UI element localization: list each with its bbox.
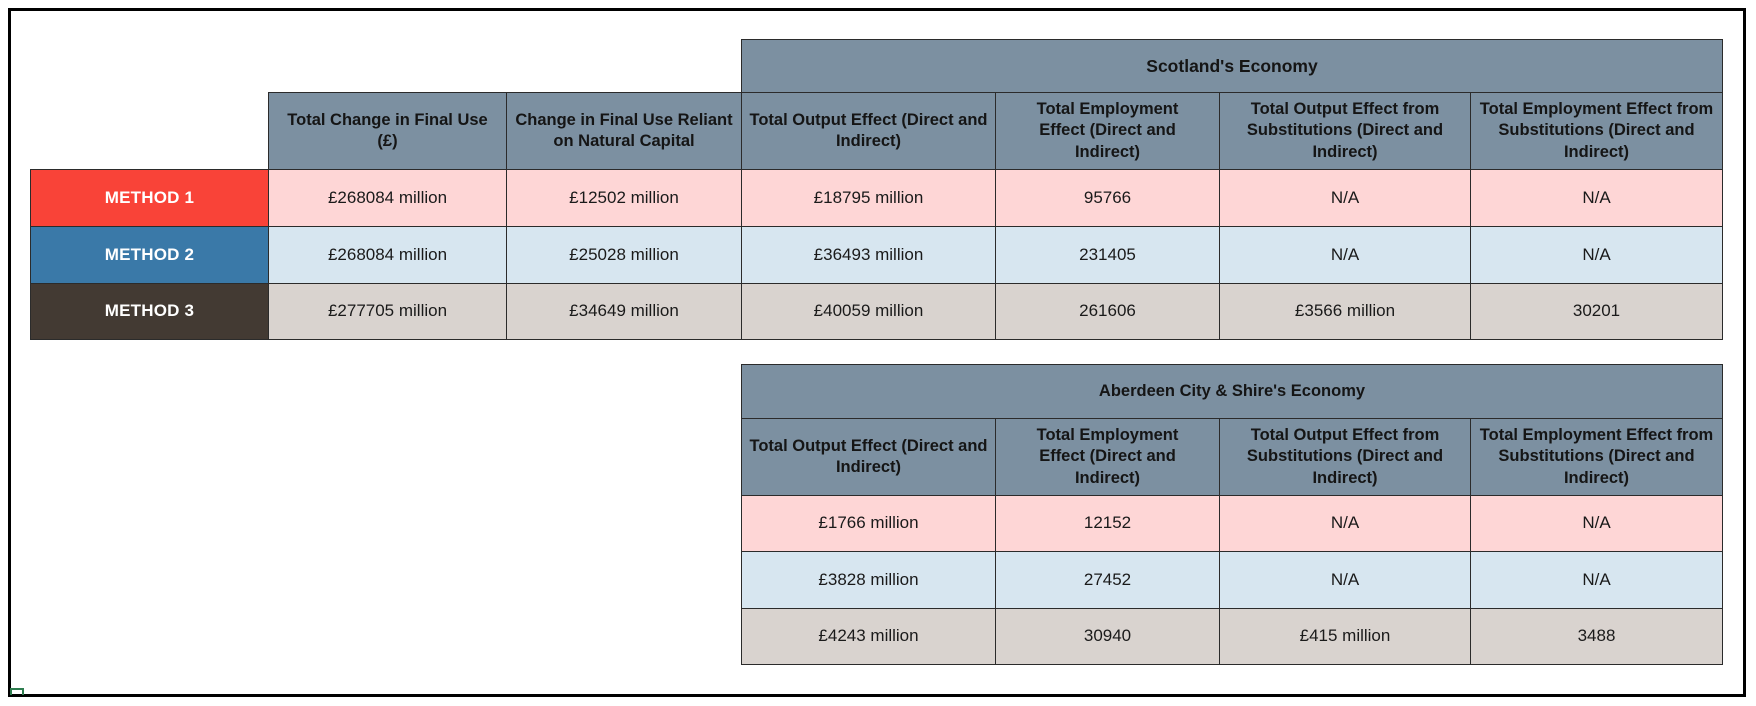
table-cell[interactable]: N/A xyxy=(1470,169,1723,227)
table-cell[interactable]: £36493 million xyxy=(741,226,996,284)
table-cell[interactable]: 30940 xyxy=(995,608,1220,665)
table-cell[interactable]: 27452 xyxy=(995,551,1220,609)
table-cell[interactable]: £18795 million xyxy=(741,169,996,227)
table-cell[interactable]: £277705 million xyxy=(268,283,507,340)
table-cell[interactable]: N/A xyxy=(1470,226,1723,284)
table-cell[interactable]: 30201 xyxy=(1470,283,1723,340)
table-cell[interactable]: £3566 million xyxy=(1219,283,1471,340)
table-cell[interactable]: N/A xyxy=(1470,551,1723,609)
table-cell[interactable]: N/A xyxy=(1219,226,1471,284)
aberdeen-header-output[interactable]: Total Output Effect (Direct and Indirect… xyxy=(741,418,996,496)
table-cell[interactable]: £40059 million xyxy=(741,283,996,340)
selection-handle-icon[interactable] xyxy=(10,688,24,695)
table-cell[interactable]: 12152 xyxy=(995,495,1220,552)
scotland-economy-title[interactable]: Scotland's Economy xyxy=(741,39,1723,93)
table-cell[interactable]: N/A xyxy=(1219,495,1471,552)
scotland-header-output-substitutions[interactable]: Total Output Effect from Substitutions (… xyxy=(1219,92,1471,170)
aberdeen-header-employment-substitutions[interactable]: Total Employment Effect from Substitutio… xyxy=(1470,418,1723,496)
header-total-change-final-use[interactable]: Total Change in Final Use (£) xyxy=(268,92,507,170)
table-cell[interactable]: £4243 million xyxy=(741,608,996,665)
table-cell[interactable]: £1766 million xyxy=(741,495,996,552)
scotland-header-employment[interactable]: Total Employment Effect (Direct and Indi… xyxy=(995,92,1220,170)
table-cell[interactable]: £25028 million xyxy=(506,226,742,284)
method-1-label[interactable]: METHOD 1 xyxy=(30,169,269,227)
table-cell[interactable]: £12502 million xyxy=(506,169,742,227)
table-cell[interactable]: 231405 xyxy=(995,226,1220,284)
aberdeen-economy-title[interactable]: Aberdeen City & Shire's Economy xyxy=(741,364,1723,419)
table-cell[interactable]: N/A xyxy=(1470,495,1723,552)
table-cell[interactable]: N/A xyxy=(1219,551,1471,609)
table-cell[interactable]: 3488 xyxy=(1470,608,1723,665)
scotland-header-employment-substitutions[interactable]: Total Employment Effect from Substitutio… xyxy=(1470,92,1723,170)
table-cell[interactable]: 95766 xyxy=(995,169,1220,227)
table-cell[interactable]: £3828 million xyxy=(741,551,996,609)
table-cell[interactable]: £268084 million xyxy=(268,226,507,284)
table-cell[interactable]: £34649 million xyxy=(506,283,742,340)
method-3-label[interactable]: METHOD 3 xyxy=(30,283,269,340)
table-cell[interactable]: 261606 xyxy=(995,283,1220,340)
aberdeen-header-employment[interactable]: Total Employment Effect (Direct and Indi… xyxy=(995,418,1220,496)
aberdeen-header-output-substitutions[interactable]: Total Output Effect from Substitutions (… xyxy=(1219,418,1471,496)
header-final-use-natural-capital[interactable]: Change in Final Use Reliant on Natural C… xyxy=(506,92,742,170)
method-2-label[interactable]: METHOD 2 xyxy=(30,226,269,284)
table-cell[interactable]: £415 million xyxy=(1219,608,1471,665)
scotland-header-output[interactable]: Total Output Effect (Direct and Indirect… xyxy=(741,92,996,170)
table-cell[interactable]: £268084 million xyxy=(268,169,507,227)
table-cell[interactable]: N/A xyxy=(1219,169,1471,227)
